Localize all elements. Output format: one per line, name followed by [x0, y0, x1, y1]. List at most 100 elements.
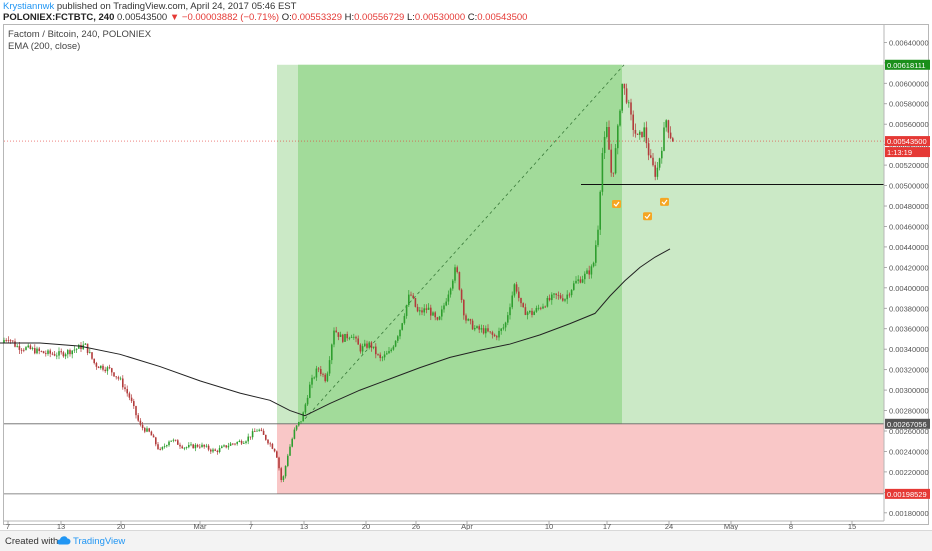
candle-body: [595, 245, 597, 263]
candle-body: [214, 449, 216, 451]
legend-symbol: Factom / Bitcoin, 240, POLONIEX: [8, 29, 152, 40]
candle-body: [471, 320, 474, 330]
candle-body: [632, 114, 634, 130]
author-link[interactable]: Krystiannwk: [3, 1, 55, 12]
candle-body: [478, 326, 480, 330]
price-chart[interactable]: 0.001800000.002000000.002200000.00240000…: [0, 0, 932, 530]
candle-body: [458, 272, 461, 290]
candle-body: [612, 172, 615, 174]
candle-body: [254, 431, 256, 432]
candle-body: [113, 372, 115, 377]
candle-body: [509, 307, 511, 316]
publish-line: Krystiannwk published on TradingView.com…: [3, 1, 296, 13]
candle-body: [423, 308, 425, 313]
candle-body: [485, 328, 487, 334]
candle-body: [412, 295, 414, 299]
time-tick-label: 17: [603, 522, 611, 530]
candle-body: [302, 412, 304, 422]
candle-body: [441, 309, 443, 317]
candle-body: [601, 153, 604, 192]
candle-body: [93, 358, 95, 364]
position-zones: [277, 64, 884, 494]
target-price-tag-bg: [885, 59, 930, 70]
candle-body: [663, 127, 665, 151]
created-with-label: Created with: [5, 536, 59, 547]
candle-body: [56, 355, 58, 357]
candle-body: [542, 306, 544, 309]
candle-body: [669, 132, 672, 139]
candle-body: [469, 319, 472, 321]
candle-body: [443, 305, 445, 310]
candle-body: [350, 336, 353, 338]
candle-body: [300, 421, 302, 423]
candle-body: [216, 450, 219, 453]
candle-body: [240, 440, 243, 444]
price-tick-label: 0.00240000: [889, 447, 929, 456]
candle-body: [174, 439, 177, 441]
candle-body: [73, 349, 76, 351]
candle-body: [267, 439, 269, 444]
candle-body: [491, 332, 494, 335]
candle-body: [500, 328, 502, 331]
candle-body: [51, 353, 54, 355]
candle-body: [498, 330, 500, 338]
candle-body: [179, 444, 181, 447]
candle-body: [144, 428, 146, 432]
price-tick-label: 0.00260000: [889, 427, 929, 436]
candle-body: [333, 330, 335, 345]
price-axis: 0.001800000.002000000.002200000.00240000…: [883, 25, 930, 521]
candle-body: [181, 446, 183, 449]
checkmark-icon: [660, 197, 669, 206]
candle-body: [452, 280, 454, 289]
candle-body: [421, 310, 423, 313]
candle-body: [108, 367, 111, 369]
candle-body: [128, 393, 131, 398]
low-value: 0.00530000: [414, 12, 466, 23]
candle-body: [449, 288, 452, 295]
candle-body: [397, 336, 399, 341]
candle-body: [570, 289, 573, 296]
open-value: 0.00553329: [291, 12, 342, 23]
price-tick-label: 0.00560000: [889, 120, 929, 129]
candle-body: [672, 138, 674, 142]
target-diagonal: [304, 64, 625, 419]
candle-body: [346, 333, 348, 339]
candle-body: [317, 368, 320, 370]
candle-body: [416, 306, 419, 312]
candle-body: [489, 331, 491, 333]
high-value: 0.00556729: [354, 12, 405, 23]
candle-body: [326, 373, 329, 382]
time-tick-label: Apr: [461, 522, 473, 530]
candle-body: [47, 350, 49, 354]
tradingview-link[interactable]: TradingView: [73, 536, 126, 547]
candle-body: [276, 451, 278, 458]
high-label: H:: [344, 12, 355, 23]
candle-body: [9, 340, 12, 342]
candle-body: [427, 307, 430, 310]
candle-body: [361, 346, 364, 352]
candle-body: [533, 311, 535, 315]
candle-body: [623, 83, 626, 89]
candle-body: [559, 295, 562, 299]
candle-body: [42, 351, 45, 354]
profit-zone-elapsed: [298, 64, 622, 424]
candle-body: [315, 368, 318, 378]
candle-body: [12, 340, 14, 342]
candle-body: [531, 310, 533, 315]
price-tick-label: 0.00520000: [889, 161, 929, 170]
candle-body: [86, 343, 89, 353]
candle-body: [148, 428, 150, 432]
candle-body: [53, 354, 56, 356]
candle-body: [386, 353, 388, 355]
candle-body: [588, 270, 590, 275]
candle-body: [80, 344, 82, 350]
candle-body: [353, 336, 355, 338]
candle-body: [238, 440, 241, 442]
candle-body: [639, 131, 641, 135]
candle-body: [480, 328, 483, 330]
candle-body: [368, 342, 370, 348]
candle-body: [159, 449, 161, 450]
price-tick-label: 0.00600000: [889, 79, 929, 88]
candle-body: [628, 102, 630, 104]
candle-body: [586, 270, 588, 274]
